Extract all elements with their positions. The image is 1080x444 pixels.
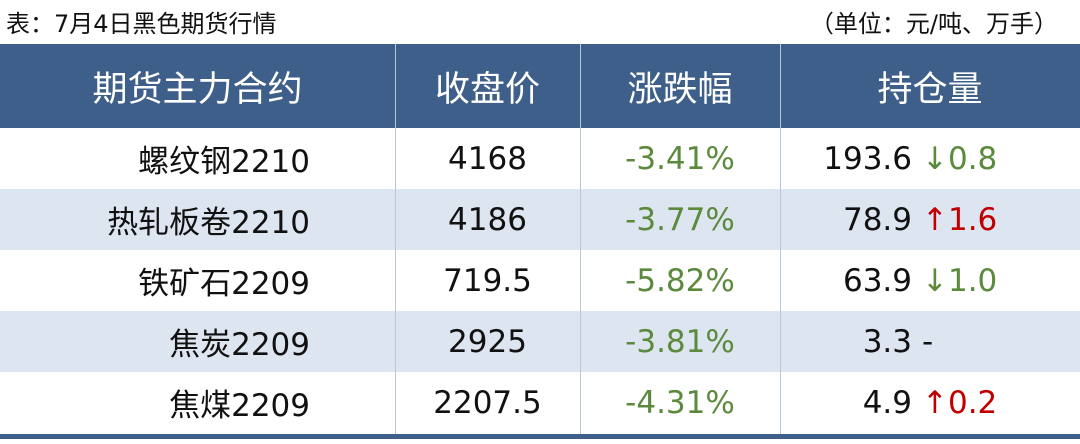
close-price: 4186 [448,201,527,238]
contract: 热轧板卷2210 [107,205,310,241]
col-divider [780,44,781,434]
change-pct: -4.31% [625,384,735,421]
header-cell: 持仓量 [877,69,983,110]
contract: 铁矿石2209 [138,266,310,302]
open-interest: 78.9 [842,201,912,238]
change-pct: -3.81% [625,323,735,360]
col-divider [395,44,396,434]
contract: 螺纹钢2210 [138,144,310,180]
table: 期货主力合约 收盘价 涨跌幅 持仓量螺纹钢2210 4168 -3.41% 193.6 ↓0.… [0,44,1080,440]
contract: 焦炭2209 [169,327,310,363]
close-price: 4168 [448,140,527,177]
oi-change: ↓0.8 [922,140,998,177]
oi-change: ↑0.2 [922,384,998,421]
open-interest: 4.9 [862,384,912,421]
bottom-border [0,434,1080,439]
open-interest: 193.6 [823,140,912,177]
caption-title: 表：7月4日黑色期货行情 [6,10,277,38]
close-price: 2925 [448,323,527,360]
header-row [0,44,1080,128]
contract: 焦煤2209 [169,388,310,424]
change-pct: -3.41% [625,140,735,177]
oi-change: - [922,323,934,360]
change-pct: -3.77% [625,201,735,238]
open-interest: 63.9 [842,262,912,299]
col-divider [580,44,581,434]
oi-change: ↑1.6 [922,201,998,238]
close-price: 2207.5 [433,384,542,421]
change-pct: -5.82% [625,262,735,299]
header-cell: 涨跌幅 [627,69,733,110]
header-cell: 收盘价 [434,69,540,110]
open-interest: 3.3 [862,323,912,360]
oi-change: ↓1.0 [922,262,998,299]
caption-unit: （单位：元/吨、万手） [809,10,1058,38]
row-stripe [0,311,1080,372]
row-stripe [0,189,1080,250]
close-price: 719.5 [443,262,532,299]
header-cell: 期货主力合约 [92,69,303,110]
